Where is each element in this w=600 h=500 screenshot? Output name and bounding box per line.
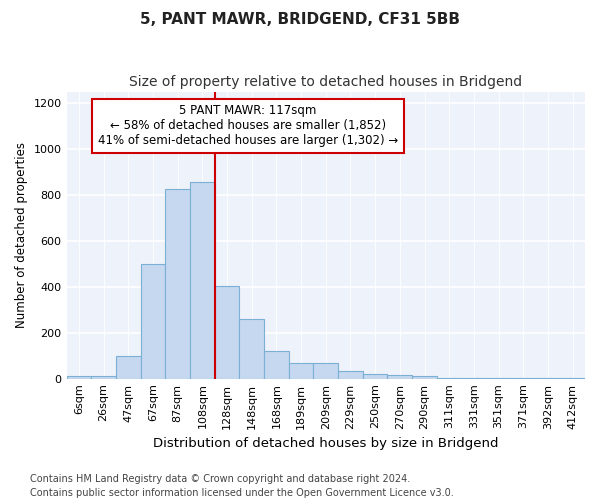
Bar: [313, 362, 338, 378]
Bar: [140, 264, 165, 378]
Text: 5, PANT MAWR, BRIDGEND, CF31 5BB: 5, PANT MAWR, BRIDGEND, CF31 5BB: [140, 12, 460, 28]
Bar: [363, 374, 388, 378]
Bar: [67, 376, 91, 378]
Bar: [215, 286, 239, 378]
Bar: [338, 370, 363, 378]
Bar: [289, 362, 313, 378]
Bar: [388, 375, 412, 378]
Text: Contains HM Land Registry data © Crown copyright and database right 2024.
Contai: Contains HM Land Registry data © Crown c…: [30, 474, 454, 498]
Bar: [264, 351, 289, 378]
Title: Size of property relative to detached houses in Bridgend: Size of property relative to detached ho…: [129, 75, 523, 89]
Bar: [91, 376, 116, 378]
Bar: [190, 182, 215, 378]
Bar: [412, 376, 437, 378]
Bar: [239, 319, 264, 378]
Bar: [116, 356, 140, 378]
Text: 5 PANT MAWR: 117sqm
← 58% of detached houses are smaller (1,852)
41% of semi-det: 5 PANT MAWR: 117sqm ← 58% of detached ho…: [98, 104, 398, 148]
Y-axis label: Number of detached properties: Number of detached properties: [15, 142, 28, 328]
Bar: [165, 189, 190, 378]
X-axis label: Distribution of detached houses by size in Bridgend: Distribution of detached houses by size …: [153, 437, 499, 450]
